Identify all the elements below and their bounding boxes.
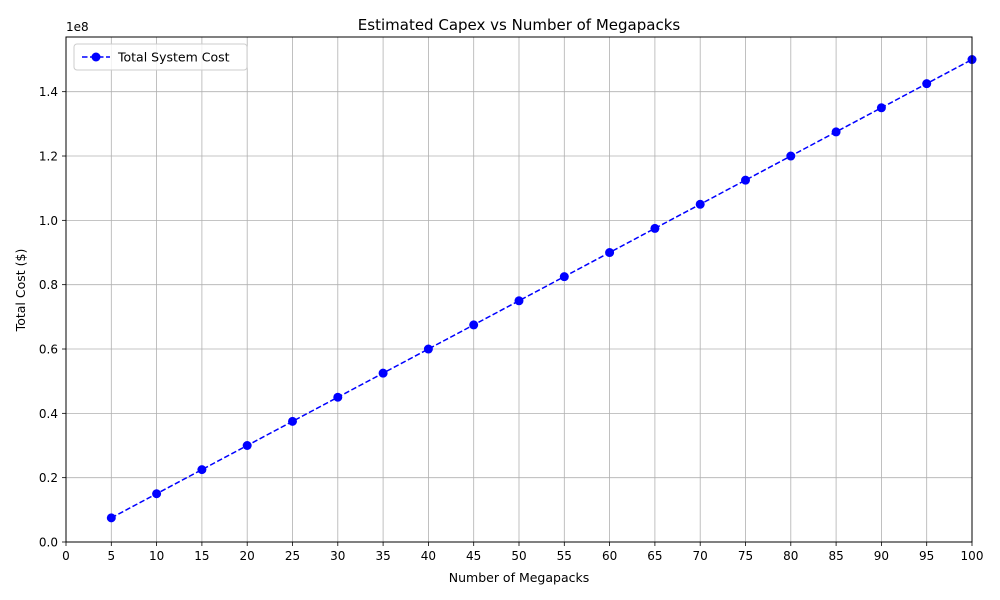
y-tick-label: 1.0 xyxy=(39,214,58,228)
x-tick-label: 85 xyxy=(828,549,843,563)
x-tick-label: 25 xyxy=(285,549,300,563)
y-tick-label: 1.4 xyxy=(39,85,58,99)
y-axis: 0.0 0.2 0.4 0.6 0.8 1.0 1.2 1.4 xyxy=(39,85,66,550)
data-point xyxy=(650,223,660,233)
y-offset-label: 1e8 xyxy=(66,20,89,34)
y-tick-label: 0.2 xyxy=(39,471,58,485)
y-tick-label: 0.6 xyxy=(39,343,58,357)
data-point xyxy=(152,489,162,499)
data-point xyxy=(469,320,479,330)
x-tick-label: 5 xyxy=(107,549,115,563)
legend-marker xyxy=(91,52,101,62)
x-tick-label: 55 xyxy=(557,549,572,563)
x-tick-label: 15 xyxy=(194,549,209,563)
data-point xyxy=(876,103,886,113)
legend-box xyxy=(73,43,248,71)
series-line xyxy=(110,58,973,519)
data-point xyxy=(378,368,388,378)
x-tick-label: 65 xyxy=(647,549,662,563)
data-point xyxy=(741,175,750,185)
data-point xyxy=(333,392,343,402)
x-tick-label: 50 xyxy=(511,549,526,563)
series-layer xyxy=(106,55,977,523)
data-point xyxy=(288,416,297,426)
data-point xyxy=(559,272,569,282)
data-point xyxy=(197,465,207,475)
y-tick-label: 1.2 xyxy=(39,150,58,164)
y-axis-label: Total Cost ($) xyxy=(13,249,28,333)
x-tick-label: 75 xyxy=(738,549,753,563)
x-axis: 0 5 10 15 20 25 30 35 40 45 50 55 60 65 70 75 80 85 90 95 10… xyxy=(62,542,983,563)
data-point xyxy=(831,127,841,137)
data-point xyxy=(242,441,252,451)
x-tick-label: 0 xyxy=(62,549,70,563)
x-axis-label: Number of Megapacks xyxy=(449,570,590,585)
x-tick-label: 45 xyxy=(466,549,481,563)
x-tick-label: 90 xyxy=(874,549,889,563)
x-tick-label: 30 xyxy=(330,549,345,563)
y-tick-label: 0.4 xyxy=(39,407,58,421)
chart-title: Estimated Capex vs Number of Megapacks xyxy=(358,16,681,34)
x-tick-label: 35 xyxy=(375,549,390,563)
x-tick-label: 100 xyxy=(961,549,984,563)
x-tick-label: 40 xyxy=(421,549,436,563)
y-tick-label: 0.0 xyxy=(39,536,58,550)
x-tick-label: 20 xyxy=(240,549,255,563)
data-point xyxy=(786,151,796,161)
legend-label: Total System Cost xyxy=(117,50,230,65)
legend: Total System Cost xyxy=(73,43,248,71)
x-tick-label: 70 xyxy=(693,549,708,563)
data-point xyxy=(922,79,932,89)
x-tick-label: 95 xyxy=(919,549,934,563)
x-tick-label: 60 xyxy=(602,549,617,563)
data-point xyxy=(695,199,705,209)
y-tick-label: 0.8 xyxy=(39,278,58,292)
data-point xyxy=(605,248,615,258)
x-tick-label: 80 xyxy=(783,549,798,563)
data-point xyxy=(423,344,433,354)
x-tick-label: 10 xyxy=(149,549,164,563)
data-point xyxy=(106,513,116,523)
data-point xyxy=(514,296,524,306)
